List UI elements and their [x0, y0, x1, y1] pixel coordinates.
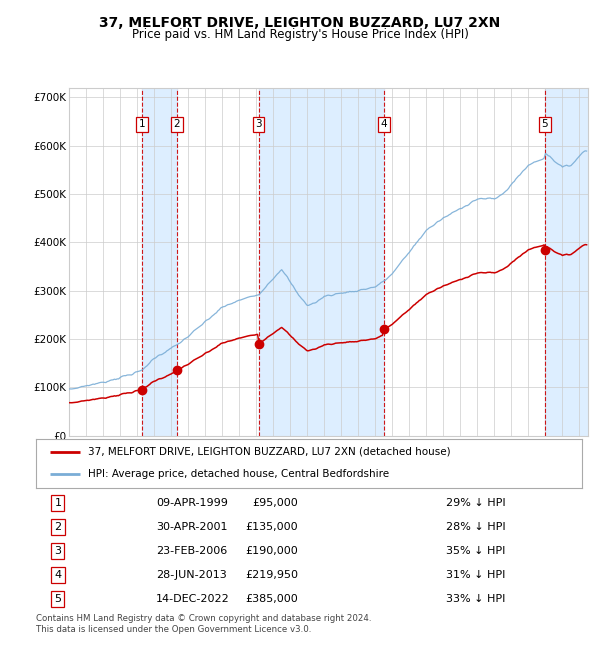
Text: 1: 1	[55, 498, 61, 508]
Text: 37, MELFORT DRIVE, LEIGHTON BUZZARD, LU7 2XN: 37, MELFORT DRIVE, LEIGHTON BUZZARD, LU7…	[100, 16, 500, 31]
Text: 35% ↓ HPI: 35% ↓ HPI	[445, 546, 505, 556]
Text: 4: 4	[54, 570, 61, 580]
Text: 1: 1	[139, 119, 145, 129]
Text: 2: 2	[54, 522, 61, 532]
Text: 31% ↓ HPI: 31% ↓ HPI	[445, 570, 505, 580]
Text: 29% ↓ HPI: 29% ↓ HPI	[445, 498, 505, 508]
Text: 3: 3	[55, 546, 61, 556]
Bar	[259, 88, 383, 436]
Text: 5: 5	[55, 594, 61, 604]
Text: £190,000: £190,000	[245, 546, 298, 556]
Text: £385,000: £385,000	[245, 594, 298, 604]
Text: 28-JUN-2013: 28-JUN-2013	[156, 570, 227, 580]
Text: £219,950: £219,950	[245, 570, 298, 580]
Text: 33% ↓ HPI: 33% ↓ HPI	[445, 594, 505, 604]
Text: Price paid vs. HM Land Registry's House Price Index (HPI): Price paid vs. HM Land Registry's House …	[131, 28, 469, 41]
Text: £135,000: £135,000	[245, 522, 298, 532]
Text: 28% ↓ HPI: 28% ↓ HPI	[445, 522, 505, 532]
Bar	[545, 88, 588, 436]
Text: 23-FEB-2006: 23-FEB-2006	[156, 546, 227, 556]
Text: 14-DEC-2022: 14-DEC-2022	[156, 594, 230, 604]
Text: 37, MELFORT DRIVE, LEIGHTON BUZZARD, LU7 2XN (detached house): 37, MELFORT DRIVE, LEIGHTON BUZZARD, LU7…	[88, 447, 451, 457]
Text: 4: 4	[380, 119, 387, 129]
Text: 30-APR-2001: 30-APR-2001	[156, 522, 227, 532]
Text: £95,000: £95,000	[253, 498, 298, 508]
Text: Contains HM Land Registry data © Crown copyright and database right 2024.
This d: Contains HM Land Registry data © Crown c…	[36, 614, 371, 634]
Text: 09-APR-1999: 09-APR-1999	[156, 498, 228, 508]
Text: HPI: Average price, detached house, Central Bedfordshire: HPI: Average price, detached house, Cent…	[88, 469, 389, 479]
Text: 2: 2	[173, 119, 180, 129]
Text: 5: 5	[541, 119, 548, 129]
Text: 3: 3	[255, 119, 262, 129]
Bar	[142, 88, 177, 436]
